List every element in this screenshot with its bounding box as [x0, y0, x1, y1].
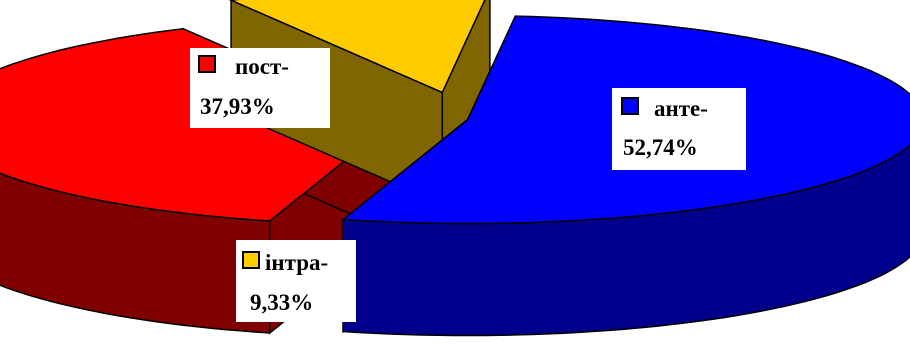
slice-label-intra: інтра- 9,33%: [236, 240, 356, 322]
legend-key-intra: [242, 251, 260, 269]
legend-key-post: [198, 55, 216, 73]
legend-key-ante: [621, 97, 639, 115]
slice-value-intra: 9,33%: [250, 290, 313, 315]
slice-category-intra: інтра-: [265, 250, 328, 275]
slice-label-ante: анте- 52,74%: [612, 88, 746, 170]
slice-value-ante: 52,74%: [623, 135, 698, 160]
slice-intra: [228, 0, 486, 94]
slice-label-post: пост- 37,93%: [190, 48, 330, 128]
pie-slices: [0, 0, 910, 337]
pie-labels: анте- 52,74% пост- 37,93% інтра- 9,33%: [190, 48, 746, 322]
slice-value-post: 37,93%: [200, 94, 275, 119]
slice-category-ante: анте-: [654, 96, 708, 121]
slice-category-post: пост-: [235, 54, 289, 79]
